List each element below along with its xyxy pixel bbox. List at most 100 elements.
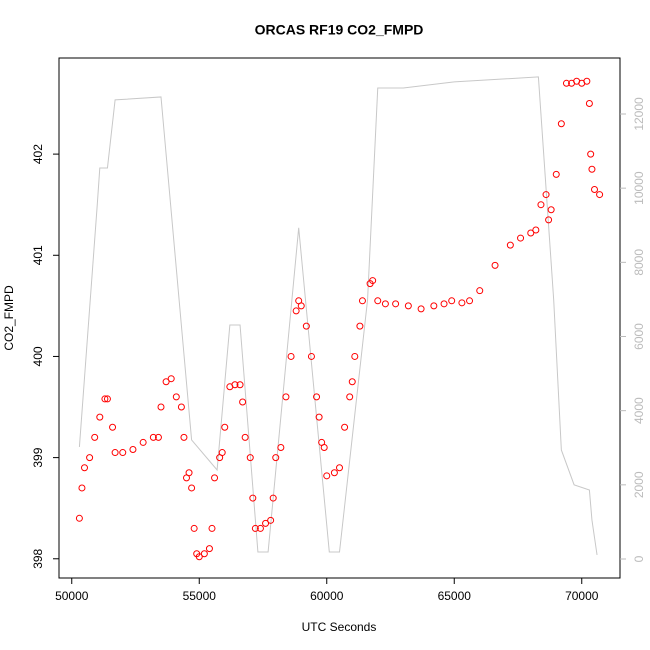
y2-tick-label: 0 <box>632 555 646 562</box>
y-tick-label: 401 <box>31 245 45 265</box>
data-point <box>129 446 137 454</box>
data-point <box>177 403 185 411</box>
data-point <box>81 464 88 472</box>
data-point <box>583 77 591 85</box>
data-point <box>562 79 570 87</box>
data-point <box>75 514 83 522</box>
data-point <box>348 378 356 386</box>
data-point <box>351 352 359 360</box>
data-point <box>374 297 382 305</box>
data-point <box>86 454 94 462</box>
x-axis-label: UTC Seconds <box>302 620 377 634</box>
data-point <box>458 299 466 307</box>
data-point <box>190 524 198 532</box>
data-point <box>139 438 147 446</box>
y-tick-label: 398 <box>31 548 45 568</box>
y2-tick-label: 10000 <box>632 171 646 205</box>
data-point <box>103 395 111 403</box>
data-point <box>246 454 254 462</box>
data-point <box>552 170 560 178</box>
data-point <box>236 381 244 389</box>
data-point <box>313 393 321 401</box>
data-point <box>277 443 285 451</box>
data-point <box>256 524 264 532</box>
data-point <box>101 395 109 403</box>
y-tick-label: 402 <box>31 144 45 164</box>
data-point <box>302 322 310 330</box>
data-point <box>282 393 290 401</box>
y-tick-label: 400 <box>31 346 45 366</box>
data-point <box>585 100 593 108</box>
data-point <box>211 474 219 482</box>
data-point <box>239 398 247 406</box>
data-point <box>96 413 104 421</box>
y2-tick-label: 6000 <box>632 323 646 350</box>
data-point <box>587 150 595 158</box>
data-point <box>109 423 117 431</box>
data-point <box>172 393 180 401</box>
data-point <box>167 375 175 383</box>
data-point <box>336 464 343 472</box>
data-point <box>315 413 323 421</box>
data-point <box>157 403 165 411</box>
data-point <box>249 494 257 502</box>
data-point <box>162 378 170 386</box>
x-tick-label: 70000 <box>565 589 599 603</box>
data-point <box>517 234 525 242</box>
data-point <box>537 201 545 209</box>
chart-title: ORCAS RF19 CO2_FMPD <box>255 22 424 38</box>
data-point <box>221 423 229 431</box>
data-point <box>557 120 565 128</box>
data-point <box>195 553 203 561</box>
data-point <box>596 191 604 199</box>
data-point <box>307 352 315 360</box>
data-point <box>111 449 119 457</box>
data-point <box>532 226 540 234</box>
data-point <box>440 300 448 308</box>
data-point <box>358 297 366 305</box>
data-point <box>269 494 277 502</box>
data-point <box>149 433 157 441</box>
data-point <box>231 381 239 389</box>
data-point <box>417 305 425 313</box>
data-point <box>320 443 328 451</box>
data-point <box>154 433 162 441</box>
data-point <box>188 484 196 492</box>
plot-frame <box>58 57 621 579</box>
y2-tick-label: 4000 <box>632 397 646 424</box>
data-point <box>491 261 499 269</box>
data-point <box>591 186 598 194</box>
data-point <box>506 241 514 249</box>
altitude-line <box>78 76 598 556</box>
data-point <box>588 165 596 173</box>
data-point <box>369 277 377 285</box>
data-point <box>545 216 553 224</box>
x-tick-label: 55000 <box>183 589 217 603</box>
data-point <box>356 322 364 330</box>
data-point <box>205 545 213 553</box>
data-point <box>262 519 270 527</box>
data-point <box>542 191 550 199</box>
data-point <box>267 516 275 524</box>
data-point <box>251 524 259 532</box>
x-tick-label: 50000 <box>55 589 89 603</box>
data-point <box>392 300 400 308</box>
data-point <box>547 206 555 214</box>
data-point <box>185 469 193 477</box>
x-tick-label: 60000 <box>310 589 344 603</box>
data-point <box>200 550 208 558</box>
x-tick-label: 65000 <box>438 589 472 603</box>
data-point <box>330 469 338 477</box>
data-point <box>208 524 216 532</box>
data-point <box>527 229 535 237</box>
data-point <box>78 484 86 492</box>
data-point <box>341 423 349 431</box>
data-point <box>476 287 484 295</box>
y-axis-label: CO2_FMPD <box>2 285 16 351</box>
data-point <box>241 433 249 441</box>
data-point <box>287 352 295 360</box>
y2-tick-label: 12000 <box>632 97 646 131</box>
data-point <box>346 393 354 401</box>
y2-tick-label: 2000 <box>632 471 646 498</box>
